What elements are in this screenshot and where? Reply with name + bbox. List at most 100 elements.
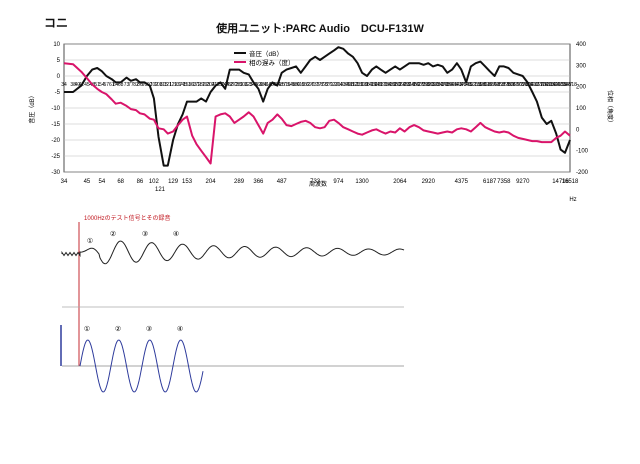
x-dense-tick-label: 777 (316, 82, 325, 88)
x-axis-unit: Hz (569, 197, 576, 203)
y-left-tick-label: 0 (57, 74, 61, 80)
x-tick-label: 68 (117, 179, 124, 185)
x-dense-tick-label: 4375 (456, 82, 467, 88)
x-axis-label: 周波数 (309, 180, 327, 188)
x-dense-tick-label: 7358 (498, 82, 509, 88)
x-dense-tick-label: 61 (109, 82, 115, 88)
waveform-marker: ③ (142, 230, 148, 238)
x-tick-label: 153 (182, 179, 193, 185)
x-dense-tick-label: 6958 (494, 82, 505, 88)
x-dense-tick-label: 1381 (361, 82, 372, 88)
x-dense-tick-label: 1231 (352, 82, 363, 88)
x-dense-tick-label: 5218 (470, 82, 481, 88)
x-dense-tick-label: 38 (70, 82, 76, 88)
x-dense-tick-label: 410 (263, 82, 272, 88)
y-left-tick-label: -25 (51, 154, 60, 160)
x-dense-tick-label: 145 (178, 82, 187, 88)
x-dense-tick-label: 4921 (465, 82, 476, 88)
x-dense-tick-label: 2758 (418, 82, 429, 88)
x-dense-tick-label: 10417 (525, 82, 539, 88)
x-dense-tick-label: 435 (268, 82, 277, 88)
x-dense-tick-label: 3906 (446, 82, 457, 88)
y-left-tick-label: 5 (57, 58, 61, 64)
x-dense-tick-label: 57 (103, 82, 109, 88)
x-dense-tick-label: 306 (240, 82, 249, 88)
x-tick-label: 16518 (562, 179, 579, 185)
x-tick-label: 204 (206, 179, 217, 185)
x-tick-label: 7358 (497, 179, 511, 185)
x-dense-tick-label: 64 (113, 82, 119, 88)
x-dense-tick-label: 3686 (442, 82, 453, 88)
x-dense-tick-label: 2318 (404, 82, 415, 88)
x-dense-tick-label: 2188 (399, 82, 410, 88)
x-tick-label: 6187 (483, 179, 497, 185)
x-dense-tick-label: 516 (282, 82, 291, 88)
x-dense-tick-label: 12418 (540, 82, 554, 88)
x-dense-tick-label: 822 (320, 82, 329, 88)
x-dense-tick-label: 8269 (508, 82, 519, 88)
x-dense-tick-label: 1839 (385, 82, 396, 88)
x-dense-tick-label: 115 (160, 82, 168, 88)
x-dense-tick-label: 45 (84, 82, 90, 88)
x-dense-tick-label: 325 (244, 82, 253, 88)
x-dense-tick-label: 68 (118, 82, 124, 88)
x-dense-tick-label: 129 (169, 82, 178, 88)
x-dense-tick-label: 4645 (461, 82, 472, 88)
y-right-tick-label: 0 (576, 127, 580, 133)
signal-marker: ② (115, 325, 121, 333)
x-dense-tick-label: 7789 (503, 82, 514, 88)
x-dense-tick-label: 1633 (375, 82, 386, 88)
x-tick-label: 1300 (355, 179, 369, 185)
x-dense-tick-label: 9826 (522, 82, 533, 88)
x-dense-tick-label: 2456 (409, 82, 420, 88)
x-dense-tick-label: 345 (249, 82, 258, 88)
x-dense-tick-label: 1950 (390, 82, 401, 88)
x-dense-tick-label: 5526 (475, 82, 486, 88)
x-dense-tick-label: 82 (133, 82, 139, 88)
x-dense-tick-label: 2605 (413, 82, 424, 88)
x-dense-tick-label: 73 (124, 82, 130, 88)
x-dense-tick-label: 16518 (563, 82, 577, 88)
x-dense-tick-label: 5858 (480, 82, 491, 88)
signal-marker: ③ (146, 325, 152, 333)
x-tick-label: 2920 (422, 179, 436, 185)
x-dense-tick-label: 2920 (423, 82, 434, 88)
x-tick-label: 974 (333, 179, 344, 185)
x-dense-tick-label: 193 (202, 82, 211, 88)
x-dense-tick-label: 163 (188, 82, 197, 88)
x-dense-tick-label: 1034 (338, 82, 349, 88)
signal-peak-markers: ① ② ③ ④ (84, 325, 183, 333)
x-dense-tick-label: 487 (278, 82, 287, 88)
y-left-tick-label: -20 (51, 138, 60, 144)
y-right-tick-label: 400 (576, 42, 587, 48)
x-dense-tick-label: 102 (150, 82, 159, 88)
x-dense-tick-label: 2064 (394, 82, 405, 88)
x-dense-tick-label: 51 (94, 82, 100, 88)
x-dense-tick-label: 8770 (513, 82, 524, 88)
x-dense-tick-label: 871 (325, 82, 334, 88)
x-dense-tick-label: 548 (287, 82, 296, 88)
waveform-marker: ④ (173, 230, 179, 238)
x-dense-tick-label: 172 (192, 82, 201, 88)
x-dense-tick-label: 13141 (544, 82, 558, 88)
x-dense-tick-label: 3283 (432, 82, 443, 88)
x-axis-tick-labels: 34 45 54 68 86 102 129 153 204 289 366 487 733 974 130… (61, 179, 579, 185)
x-dense-tick-label: 14716 (554, 82, 568, 88)
x-dense-tick-label: 3096 (427, 82, 438, 88)
y-left-tick-label: -15 (51, 122, 60, 128)
x-tick-label: 129 (168, 179, 179, 185)
x-dense-tick-label: 153 (183, 82, 192, 88)
y-left-tick-label: -5 (55, 90, 61, 96)
x-tick-label: 2064 (393, 179, 407, 185)
legend-label-phase: 相の遅み（度） (249, 58, 295, 67)
x-dense-tick-label: 388 (259, 82, 268, 88)
y-right-tick-label: -200 (576, 170, 589, 176)
x-dense-tick-label: 733 (311, 82, 320, 88)
x-dense-tick-label: 1548 (371, 82, 382, 88)
corner-label: コニ (44, 16, 69, 30)
y-axis-right-label: 位相（角度） (606, 90, 614, 126)
x-dense-tick-label: 91 (142, 82, 148, 88)
waveform-marker: ① (87, 237, 93, 245)
x-dense-tick-label: 13950 (549, 82, 563, 88)
